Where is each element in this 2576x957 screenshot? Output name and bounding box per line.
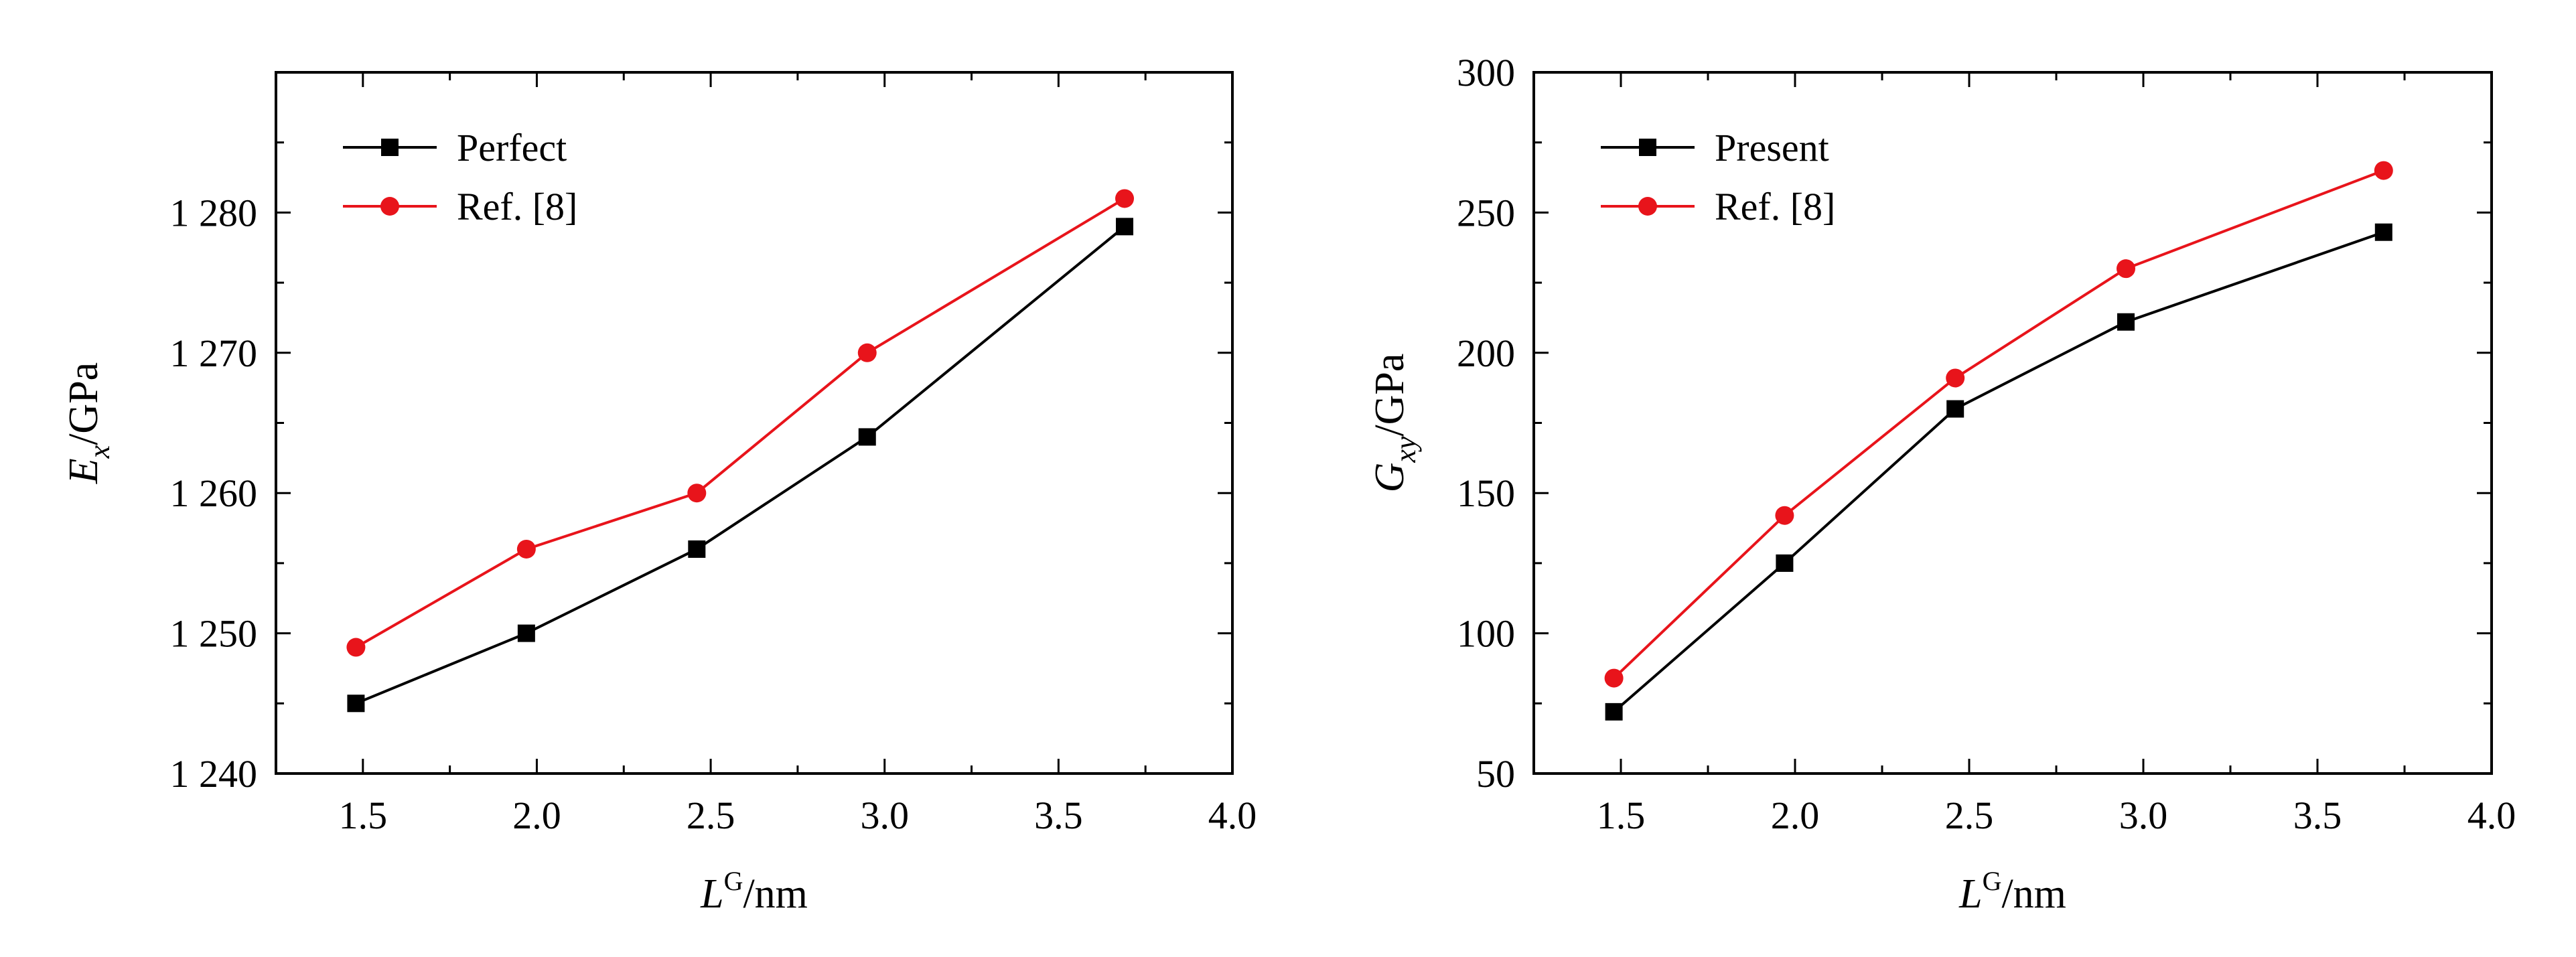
series-line-1 xyxy=(355,197,1126,649)
plot-frame xyxy=(1532,71,2493,775)
series-1-point xyxy=(346,638,366,657)
series-1-point xyxy=(857,343,877,362)
y-tick-label: 200 xyxy=(1457,332,1515,375)
y-axis-title: Ex/GPa xyxy=(61,362,116,484)
x-tick-label: 3.5 xyxy=(2293,794,2342,837)
y-tick-label: 50 xyxy=(1476,752,1515,796)
legend-marker-0 xyxy=(381,139,399,156)
legend-label-1: Ref. [8] xyxy=(457,185,577,228)
series-0-point xyxy=(1946,400,1964,418)
legend-marker-1 xyxy=(380,197,399,216)
x-tick-label: 2.0 xyxy=(1771,794,1820,837)
x-tick-label: 4.0 xyxy=(2467,794,2516,837)
x-tick-label: 2.0 xyxy=(512,794,561,837)
y-tick-label: 1 260 xyxy=(170,471,258,515)
y-tick-label: 1 250 xyxy=(170,612,258,656)
x-tick-label: 2.5 xyxy=(1945,794,1994,837)
series-0-point xyxy=(1605,703,1623,721)
series-1-point xyxy=(2117,259,2135,279)
y-tick-label: 150 xyxy=(1457,471,1515,515)
x-tick-label: 2.5 xyxy=(687,794,735,837)
series-1-point xyxy=(1604,668,1624,688)
series-1-point xyxy=(1115,189,1135,208)
y-tick-label: 100 xyxy=(1457,612,1515,656)
series-0-point xyxy=(347,694,365,713)
x-axis-title: LG/nm xyxy=(1958,866,2066,917)
y-tick-label: 1 270 xyxy=(170,332,258,375)
y-tick-label: 1 280 xyxy=(170,191,258,234)
plot-frame xyxy=(275,71,1234,775)
series-line-1 xyxy=(1613,169,2384,680)
series-line-0 xyxy=(355,225,1126,705)
x-tick-label: 3.5 xyxy=(1034,794,1083,837)
x-tick-label: 3.0 xyxy=(2119,794,2168,837)
series-0-point xyxy=(517,624,535,642)
x-tick-label: 1.5 xyxy=(1597,794,1646,837)
y-tick-label: 300 xyxy=(1457,51,1515,94)
series-0-point xyxy=(858,428,876,446)
series-1-point xyxy=(687,484,707,503)
chart-ex: 1.5 2.0 2.5 3.0 3.5 4.0 1 240 1 250 1 260 1 270 1 … xyxy=(61,71,1257,917)
series-0-point xyxy=(2374,223,2392,241)
y-axis-title: Gxy/GPa xyxy=(1367,354,1422,493)
y-tick-label: 1 240 xyxy=(170,752,258,796)
y-tick-label: 250 xyxy=(1457,191,1515,234)
legend-marker-0 xyxy=(1639,139,1656,156)
series-0-point xyxy=(1116,218,1134,236)
x-tick-label: 4.0 xyxy=(1208,794,1257,837)
series-1-point xyxy=(1775,506,1794,525)
series-0-point xyxy=(1776,554,1794,572)
series-1-point xyxy=(1946,368,1965,388)
chart-gxy: 1.5 2.0 2.5 3.0 3.5 4.0 50 100 150 200 250 300 LG/nm… xyxy=(1367,51,2516,917)
series-line-0 xyxy=(1613,230,2384,713)
legend-label-1: Ref. [8] xyxy=(1715,185,1835,228)
series-1-point xyxy=(2374,161,2393,180)
series-0-point xyxy=(2117,313,2135,331)
legend-label-0: Perfect xyxy=(457,126,567,169)
x-tick-label: 1.5 xyxy=(339,794,388,837)
x-tick-label: 3.0 xyxy=(860,794,909,837)
x-axis-title: LG/nm xyxy=(700,866,808,917)
legend-marker-1 xyxy=(1638,197,1657,216)
series-0-point xyxy=(688,540,706,558)
legend-label-0: Present xyxy=(1715,126,1829,169)
series-1-point xyxy=(516,539,536,559)
